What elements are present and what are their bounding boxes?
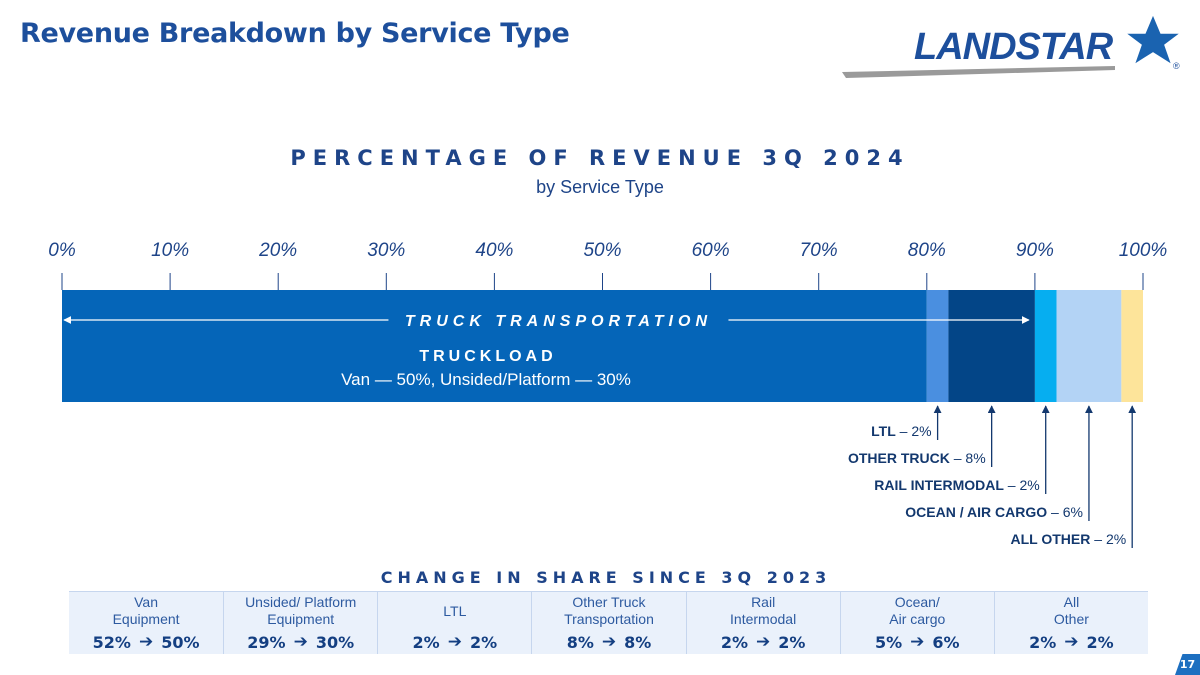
share-to: 2% [778,632,806,652]
callout-ltl: LTL – 2% [871,423,931,439]
change-column-label: Rail Intermodal [730,594,797,627]
callout-all-other: ALL OTHER – 2% [1011,531,1127,547]
chart-title: PERCENTAGE OF REVENUE 3Q 2024 [290,146,910,170]
page-title: Revenue Breakdown by Service Type [20,18,570,49]
chart-subtitle: by Service Type [536,177,664,197]
truck-transportation-span: TRUCK TRANSPORTATION TRUCKLOAD Van — 50%, … [63,313,1030,389]
registered-mark: ® [1173,61,1180,71]
tick-label: 40% [475,240,513,261]
change-column: Ocean/ Air cargo 5% ➔ 6% [839,592,994,654]
share-from: 2% [412,632,440,652]
bar-rail-intermodal [1034,290,1057,402]
share-to: 30% [315,632,355,652]
arrow-right-icon: ➔ [138,632,154,652]
change-column-label: LTL [443,602,467,619]
landstar-logo: LANDSTAR ® [842,12,1184,78]
change-table-title: CHANGE IN SHARE SINCE 3Q 2023 [380,568,832,587]
share-from: 52% [92,632,131,652]
change-column-label: Unsided/ Platform Equipment [245,594,357,627]
callout-other-truck: OTHER TRUCK – 8% [848,450,986,466]
change-value: 52% ➔ 50% [93,632,200,652]
tick-label: 80% [908,240,946,261]
arrow-right-icon: ➔ [910,632,925,652]
change-value: 5% ➔ 6% [875,632,960,652]
share-to: 2% [1086,632,1114,652]
page-number: 17 [1175,654,1200,675]
share-to: 50% [161,632,200,652]
tick-label: 90% [1016,240,1054,261]
share-from: 5% [874,632,903,652]
change-column-label: All Other [1053,594,1089,627]
change-value: 29% ➔ 30% [247,632,354,652]
change-in-share-table: Van Equipment 52% ➔ 50% Unsided/ Platform Eq… [69,591,1148,654]
share-to: 6% [932,632,960,652]
tick-label: 30% [367,240,405,261]
bar-ocean-air [1056,290,1122,402]
change-column: LTL 2% ➔ 2% [377,592,531,654]
share-from: 29% [247,632,286,652]
tick-label: 50% [583,240,621,261]
arrow-right-icon: ➔ [293,632,308,652]
axis-ticks: 0% 10% 20% 30% 40% 50% 60% 70% 80% 90% 100% [48,240,1168,290]
share-to: 2% [469,632,498,652]
bar-all-other [1121,290,1143,402]
arrow-right-icon: ➔ [601,632,617,652]
tick-label: 100% [1119,240,1168,261]
callout-ocean-air: OCEAN / AIR CARGO – 6% [905,504,1083,520]
change-value: 2% ➔ 2% [1029,632,1114,652]
revenue-chart: 0% 10% 20% 30% 40% 50% 60% 70% 80% 90% 100% TRUCK … [48,240,1168,548]
tick-label: 20% [258,240,297,261]
bar-ltl [926,290,949,402]
change-value: 8% ➔ 8% [567,632,652,652]
star-icon [1122,12,1184,67]
share-from: 2% [1029,632,1057,652]
segment-callouts: LTL – 2% OTHER TRUCK – 8% RAIL INTERMODAL … [848,405,1137,548]
change-column-label: Other Truck Transportation [564,594,654,627]
change-column: Rail Intermodal 2% ➔ 2% [685,592,840,654]
span-label: TRUCK TRANSPORTATION [405,313,712,330]
change-column-label: Ocean/ Air cargo [889,594,946,627]
change-value: 2% ➔ 2% [413,632,498,652]
truckload-label: TRUCKLOAD [419,348,556,365]
tick-label: 10% [151,240,189,261]
tick-label: 0% [48,240,76,261]
logo-swoosh [842,66,1115,78]
change-column: Unsided/ Platform Equipment 29% ➔ 30% [223,592,377,654]
logo-wordmark: LANDSTAR [914,26,1114,68]
change-column: Van Equipment 52% ➔ 50% [69,592,223,654]
arrow-right-icon: ➔ [447,632,462,652]
bar-other-truck [948,290,1035,402]
arrow-right-icon: ➔ [1064,632,1079,652]
callout-rail-intermodal: RAIL INTERMODAL – 2% [874,477,1039,493]
arrow-right-icon: ➔ [756,632,771,652]
change-column: Other Truck Transportation 8% ➔ 8% [531,592,685,654]
tick-label: 70% [800,240,838,261]
tick-label: 60% [692,240,730,261]
change-value: 2% ➔ 2% [721,632,806,652]
bar-truckload [62,290,927,402]
change-column-label: Van Equipment [112,594,180,627]
share-from: 8% [566,632,594,652]
share-from: 2% [720,632,748,652]
change-column: All Other 2% ➔ 2% [993,592,1148,654]
truckload-detail: Van — 50%, Unsided/Platform — 30% [341,370,631,389]
bar-segments [62,290,1143,402]
share-to: 8% [624,632,652,652]
